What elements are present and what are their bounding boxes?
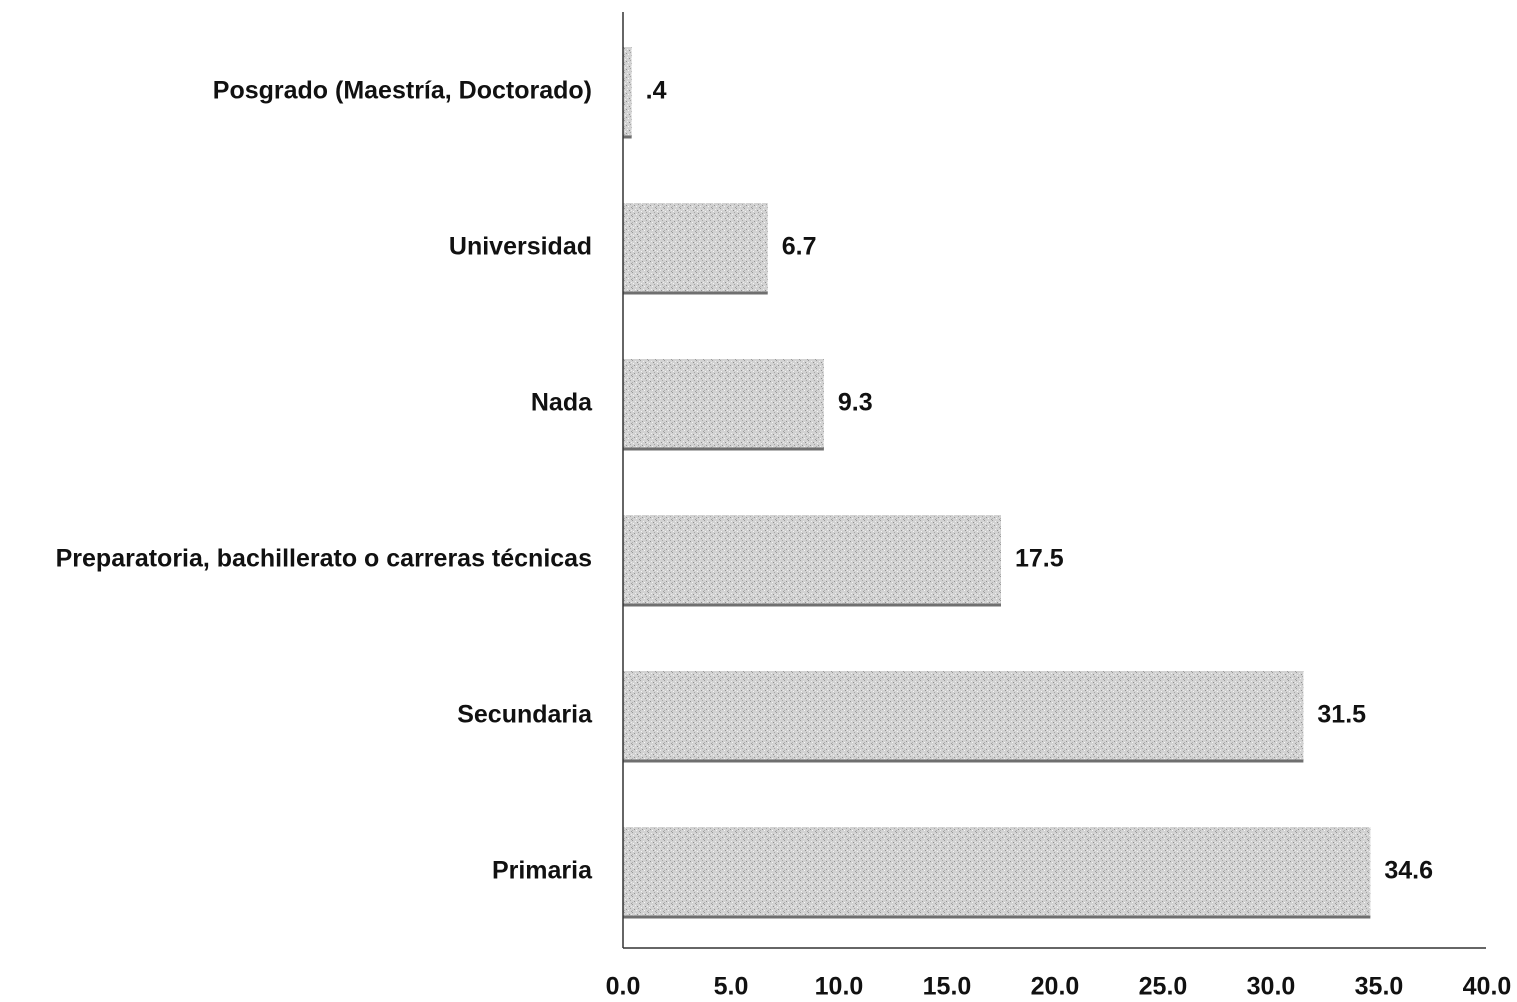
labels-layer: Posgrado (Maestría, Doctorado) .4 Universi… — [56, 77, 1433, 885]
bar — [623, 827, 1371, 917]
x-tick-label: 30.0 — [1247, 973, 1296, 1001]
data-label: 17.5 — [1015, 545, 1064, 573]
category-label: Posgrado (Maestría, Doctorado) — [213, 77, 592, 105]
category-label: Secundaria — [457, 701, 593, 729]
x-tick-label: 10.0 — [815, 973, 864, 1001]
data-label: 9.3 — [838, 389, 873, 417]
data-label: 31.5 — [1317, 701, 1366, 729]
x-tick-label: 40.0 — [1463, 973, 1512, 1001]
bars-layer — [623, 47, 1371, 919]
axis-layer: 0.0 5.0 10.0 15.0 20.0 25.0 30.0 35.0 40.0 — [606, 12, 1512, 1001]
category-label: Preparatoria, bachillerato o carreras té… — [56, 545, 592, 573]
category-label: Primaria — [492, 857, 593, 885]
bar — [623, 203, 768, 293]
bar — [623, 359, 824, 449]
x-tick-label: 35.0 — [1355, 973, 1404, 1001]
bar — [623, 671, 1304, 761]
x-tick-label: 0.0 — [606, 973, 641, 1001]
data-label: 6.7 — [782, 233, 817, 261]
x-tick-label: 20.0 — [1031, 973, 1080, 1001]
category-label: Nada — [531, 389, 593, 417]
bar — [623, 515, 1001, 605]
x-tick-label: 5.0 — [714, 973, 749, 1001]
x-tick-label: 15.0 — [923, 973, 972, 1001]
category-label: Universidad — [449, 233, 592, 261]
data-label: .4 — [646, 77, 667, 105]
bar — [623, 47, 632, 137]
x-tick-label: 25.0 — [1139, 973, 1188, 1001]
data-label: 34.6 — [1384, 857, 1433, 885]
